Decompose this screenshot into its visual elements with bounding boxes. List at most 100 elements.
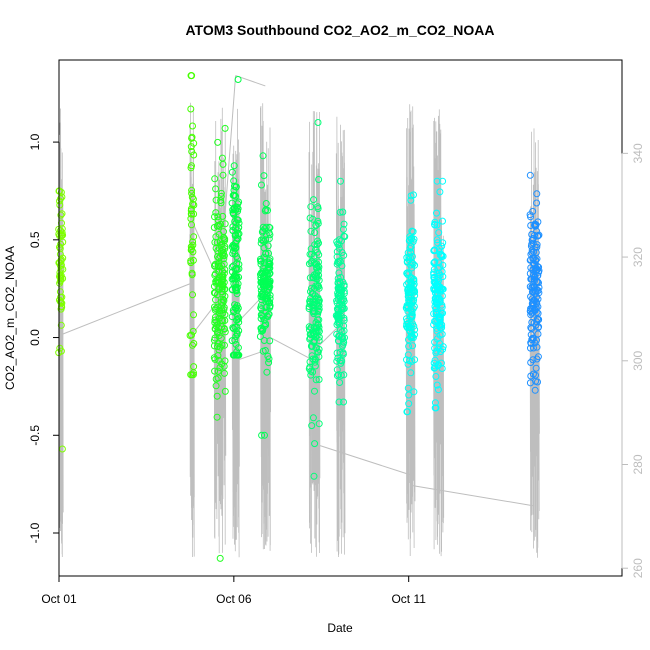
data-point <box>433 236 441 244</box>
data-point <box>309 414 317 422</box>
data-point <box>59 265 67 273</box>
data-point <box>315 327 323 335</box>
data-point <box>214 253 221 261</box>
data-point <box>213 222 221 230</box>
data-point <box>219 160 227 168</box>
data-point <box>220 260 228 268</box>
data-point <box>432 349 440 357</box>
data-point <box>189 341 196 349</box>
data-point <box>187 105 195 113</box>
data-point <box>57 276 64 284</box>
flight-series-8 <box>402 191 419 416</box>
flight-series-3 <box>210 124 229 562</box>
data-point <box>335 236 343 244</box>
data-point <box>211 289 219 297</box>
data-point <box>258 312 266 319</box>
data-point <box>189 195 197 203</box>
data-point <box>57 188 65 196</box>
data-point <box>314 217 322 225</box>
y-axis-right: 260 280 300 320 340 <box>621 143 645 578</box>
flight-series-7 <box>332 177 349 406</box>
data-point <box>235 219 243 227</box>
data-point <box>233 290 241 298</box>
data-point <box>435 229 443 237</box>
data-point <box>528 246 536 254</box>
data-point <box>334 306 342 314</box>
data-point <box>409 228 417 236</box>
data-point <box>231 323 239 331</box>
data-point <box>310 331 318 339</box>
data-point <box>234 216 242 224</box>
data-point <box>262 320 269 328</box>
data-point <box>437 348 445 356</box>
data-point <box>405 391 413 399</box>
data-point <box>314 310 322 318</box>
data-point <box>220 228 227 236</box>
data-point <box>406 236 414 244</box>
data-point <box>57 298 65 306</box>
data-point <box>188 72 196 80</box>
data-point <box>405 400 413 408</box>
data-point <box>408 309 416 317</box>
pressure-segment-6 <box>265 334 315 362</box>
data-point <box>211 260 219 268</box>
data-point <box>212 296 219 304</box>
data-point <box>313 281 321 289</box>
pressure-segment-7 <box>314 443 411 476</box>
data-point <box>314 205 322 213</box>
data-point <box>529 356 537 364</box>
data-point <box>233 226 241 234</box>
data-point <box>340 287 348 295</box>
data-point <box>306 330 314 338</box>
data-point <box>233 203 241 211</box>
data-point <box>315 239 322 247</box>
data-point <box>221 220 229 228</box>
data-point <box>533 355 541 363</box>
data-point <box>213 413 221 421</box>
data-point <box>407 192 415 200</box>
data-point <box>232 280 240 288</box>
data-point <box>333 248 341 256</box>
data-point <box>310 472 318 480</box>
data-point <box>265 359 273 367</box>
data-point <box>403 356 410 364</box>
data-point <box>405 256 413 263</box>
data-point <box>405 322 413 330</box>
data-point <box>215 221 223 229</box>
data-point <box>258 181 265 189</box>
data-point <box>188 271 196 279</box>
data-point <box>305 323 313 331</box>
data-point <box>260 259 268 267</box>
y-tick-label: 0.5 <box>28 231 42 248</box>
data-point <box>408 312 416 320</box>
data-point <box>189 256 197 264</box>
data-point <box>309 290 317 298</box>
x-axis-label: Date <box>327 621 353 635</box>
data-point <box>305 303 313 311</box>
data-point <box>187 210 195 218</box>
data-point <box>308 343 316 350</box>
chart-title: ATOM3 Southbound CO2_AO2_m_CO2_NOAA <box>185 22 494 38</box>
data-point <box>433 221 441 229</box>
data-point <box>221 341 228 349</box>
data-point <box>263 312 271 320</box>
data-point <box>213 392 221 400</box>
pressure-segment-2 <box>191 298 221 336</box>
y-axis-label: CO2_AO2_m_CO2_NOAA <box>3 246 17 390</box>
data-point <box>212 313 219 321</box>
data-point <box>532 256 540 264</box>
data-point <box>407 369 415 377</box>
data-point <box>434 239 442 247</box>
data-point <box>221 292 229 300</box>
data-point <box>308 250 315 258</box>
data-point <box>533 190 541 198</box>
data-point <box>261 207 269 215</box>
data-point <box>229 210 237 218</box>
data-point <box>408 264 416 272</box>
pressure-segment-1 <box>60 282 193 336</box>
data-point <box>313 264 321 272</box>
data-point <box>311 387 318 395</box>
data-point <box>306 335 314 343</box>
data-point <box>211 306 219 314</box>
data-point <box>407 196 415 204</box>
